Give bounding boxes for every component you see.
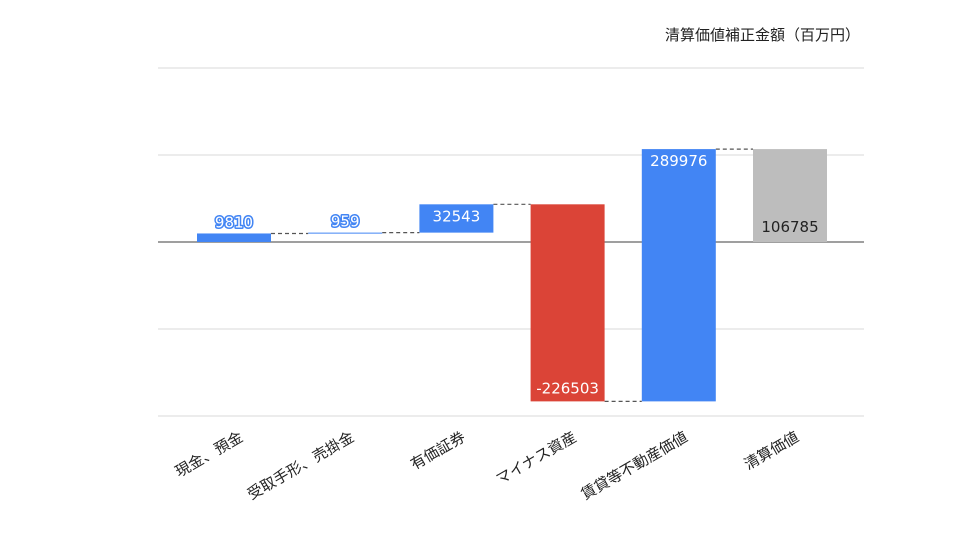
- legend-title: 清算価値補正金額（百万円）: [665, 26, 860, 44]
- value-label-0: 9810: [215, 213, 253, 231]
- category-label-4: 賃貸等不動産価値: [578, 428, 691, 504]
- value-label-3: -226503: [536, 379, 599, 397]
- category-label-3: マイナス資産: [493, 428, 580, 488]
- category-label-2: 有価証券: [407, 428, 468, 474]
- connector-layer: [271, 148, 753, 402]
- bar-0: [197, 233, 271, 242]
- value-label-5: 106785: [761, 218, 818, 236]
- category-label-0: 現金、預金: [172, 428, 246, 481]
- bar-2: [419, 204, 494, 233]
- bar-layer: [197, 149, 827, 402]
- bar-4: [641, 149, 716, 402]
- grid-layer: [158, 67, 864, 417]
- bar-3: [530, 204, 605, 402]
- value-label-4: 289976: [650, 152, 707, 170]
- category-label-5: 清算価値: [741, 428, 802, 474]
- bar-5: [753, 149, 827, 242]
- value-label-2: 32543: [433, 207, 481, 225]
- value-label-1: 959: [331, 213, 360, 231]
- bar-1: [308, 232, 383, 234]
- category-label-1: 受取手形、売掛金: [244, 428, 357, 504]
- label-layer: 9810 959 32543 -226503 289976 106785: [213, 152, 818, 397]
